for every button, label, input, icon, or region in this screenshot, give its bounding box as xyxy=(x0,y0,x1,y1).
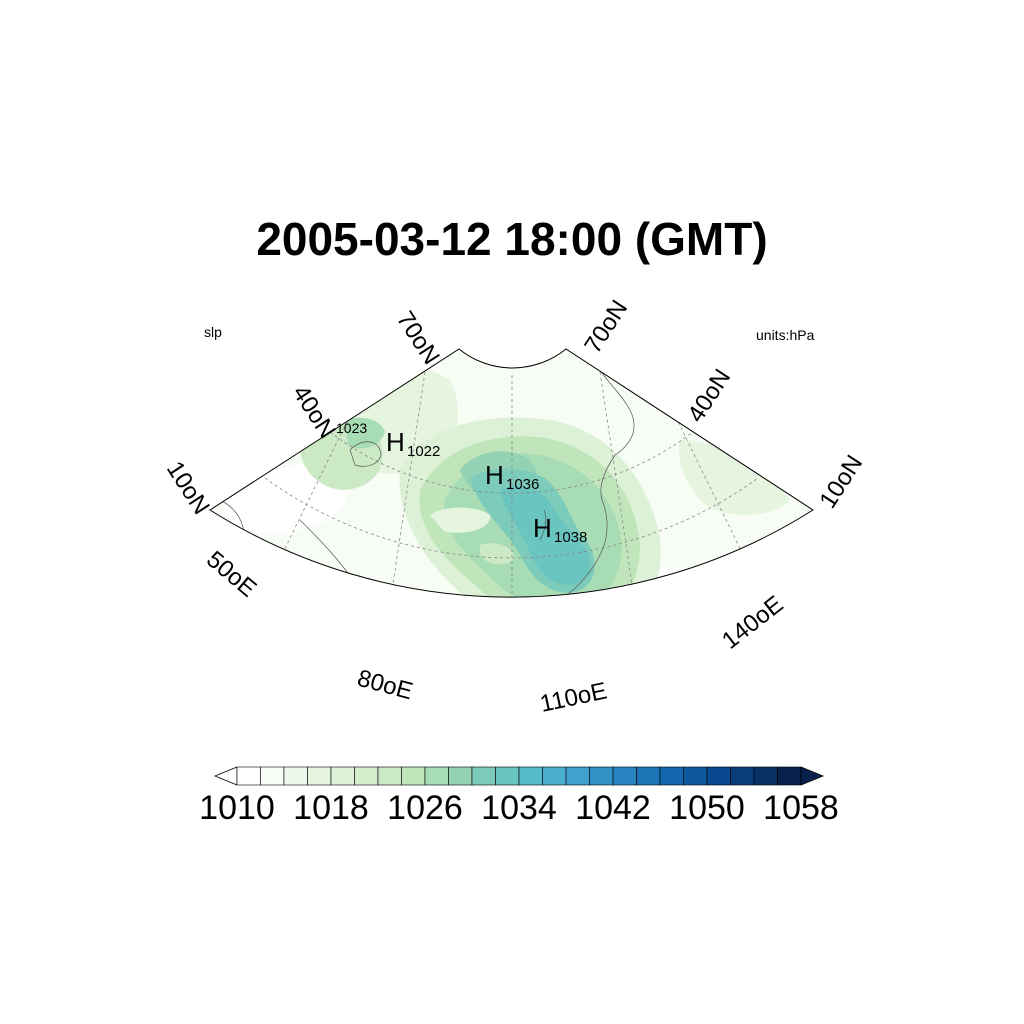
colorbar-tick-label: 1042 xyxy=(575,789,651,827)
colorbar: 1010 1018 1026 1034 1042 1050 1058 xyxy=(199,766,839,827)
lon-label: 110oE xyxy=(538,677,610,717)
high-value: 1022 xyxy=(407,443,440,460)
colorbar-cell xyxy=(683,766,708,786)
colorbar-cell xyxy=(730,766,755,786)
lon-label: 140oE xyxy=(717,591,788,655)
lon-label: 80oE xyxy=(354,665,415,706)
high-pressure-1022: H 1022 xyxy=(386,427,440,460)
colorbar-cell xyxy=(777,766,802,786)
colorbar-min-arrow xyxy=(213,766,238,786)
lat-label: 10oN xyxy=(814,450,868,513)
units-label: units:hPa xyxy=(756,327,815,343)
colorbar-tick-label: 1026 xyxy=(387,789,463,827)
high-letter: H xyxy=(485,460,504,490)
colorbar-cell xyxy=(471,766,496,786)
colorbar-cell xyxy=(401,766,426,786)
colorbar-cell xyxy=(753,766,778,786)
colorbar-cell xyxy=(448,766,473,786)
colorbar-cell xyxy=(424,766,449,786)
high-value: 1036 xyxy=(506,476,539,493)
colorbar-tick-label: 1034 xyxy=(481,789,557,827)
contour-label: 1023 xyxy=(336,420,367,436)
colorbar-cell xyxy=(330,766,355,786)
high-value: 1038 xyxy=(554,529,587,546)
colorbar-tick-label: 1058 xyxy=(763,789,839,827)
colorbar-cell xyxy=(659,766,684,786)
high-pressure-1036: H 1036 xyxy=(485,460,539,493)
colorbar-tick-label: 1050 xyxy=(669,789,745,827)
colorbar-cell xyxy=(706,766,731,786)
lat-label: 70oN xyxy=(391,307,445,370)
lat-label: 10oN xyxy=(161,457,215,520)
colorbar-cell xyxy=(495,766,520,786)
colorbar-cell xyxy=(518,766,543,786)
colorbar-tick-label: 1010 xyxy=(199,789,275,827)
lon-label: 50oE xyxy=(201,546,261,603)
plot-title: 2005-03-12 18:00 (GMT) xyxy=(256,213,768,265)
colorbar-cell xyxy=(283,766,308,786)
high-letter: H xyxy=(386,427,405,457)
colorbar-cell xyxy=(589,766,614,786)
colorbar-cell xyxy=(612,766,637,786)
colorbar-cell xyxy=(354,766,379,786)
high-letter: H xyxy=(533,513,552,543)
colorbar-cell xyxy=(636,766,661,786)
variable-label: slp xyxy=(204,324,222,340)
colorbar-cell xyxy=(236,766,261,786)
colorbar-cell xyxy=(307,766,332,786)
colorbar-cell xyxy=(542,766,567,786)
high-pressure-1038: H 1038 xyxy=(533,513,587,546)
colorbar-cell xyxy=(565,766,590,786)
lat-label: 70oN xyxy=(579,295,633,358)
colorbar-cell xyxy=(260,766,285,786)
colorbar-tick-label: 1018 xyxy=(293,789,369,827)
colorbar-cell xyxy=(377,766,402,786)
lat-label: 40oN xyxy=(682,364,736,427)
colorbar-max-arrow xyxy=(800,766,825,786)
